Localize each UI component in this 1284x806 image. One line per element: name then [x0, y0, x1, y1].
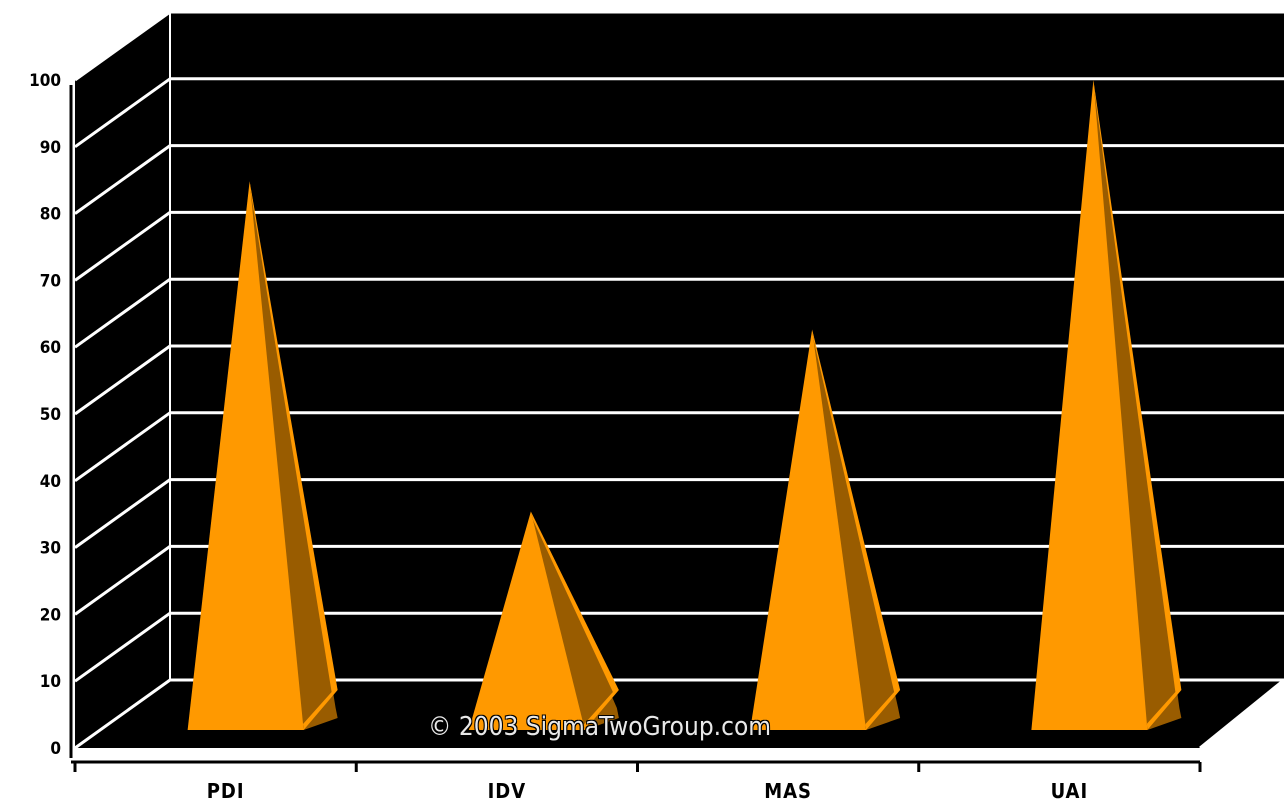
pyramid-front-face — [1031, 80, 1148, 730]
y-axis: 0 10 20 30 40 50 60 70 80 90 100 — [29, 71, 73, 759]
floor — [75, 680, 1284, 748]
gridline-side — [74, 545, 171, 616]
pyramid-side-shade — [812, 333, 895, 730]
pyramid-front-face — [468, 511, 585, 730]
y-tick-label: 10 — [40, 672, 61, 692]
pyramid-side-shade — [249, 185, 332, 731]
pyramid-front-face — [187, 181, 304, 731]
y-tick-label: 80 — [40, 205, 61, 225]
floor-right-edge — [1199, 678, 1284, 750]
pyramid-side-shade — [1093, 84, 1176, 730]
gridline-side — [74, 344, 171, 416]
gridline-side — [74, 611, 171, 683]
pyramid-mas — [750, 329, 901, 730]
pyramid-idv — [468, 511, 619, 730]
floor-left-edge — [74, 678, 171, 750]
y-tick-label: 90 — [40, 138, 61, 158]
y-tick-label: 100 — [29, 71, 61, 91]
y-tick-label: 40 — [40, 472, 61, 492]
gridline-side — [74, 211, 171, 282]
gridline-side — [74, 277, 171, 349]
pyramid-side-edge — [1093, 80, 1182, 730]
x-category-label: PDI — [207, 779, 245, 803]
x-category-label: MAS — [764, 779, 812, 803]
y-tick-label: 20 — [40, 605, 61, 625]
gridline-side — [74, 411, 171, 483]
pyramid-pdi — [187, 181, 338, 731]
gridline-side — [74, 77, 171, 149]
gridline-side — [74, 144, 171, 215]
pyramid-uai — [1031, 80, 1182, 730]
x-axis: PDI IDV MAS UAI — [71, 760, 1202, 803]
pyramid-side-edge — [249, 181, 338, 731]
y-tick-label: 60 — [40, 338, 61, 358]
gridline-side — [74, 10, 171, 82]
watermark: © 2003 SigmaTwoGroup.com — [428, 712, 772, 742]
pyramid-front-face — [750, 329, 867, 730]
pyramid-side-shade — [530, 515, 613, 730]
y-tick-label: 30 — [40, 539, 61, 559]
y-tick-label: 70 — [40, 271, 61, 291]
x-category-label: IDV — [488, 779, 527, 803]
gridline-side — [74, 478, 171, 549]
pyramids — [187, 80, 1182, 731]
y-tick-label: 50 — [40, 405, 61, 425]
x-category-label: UAI — [1051, 779, 1089, 803]
y-tick-label: 0 — [50, 739, 61, 759]
